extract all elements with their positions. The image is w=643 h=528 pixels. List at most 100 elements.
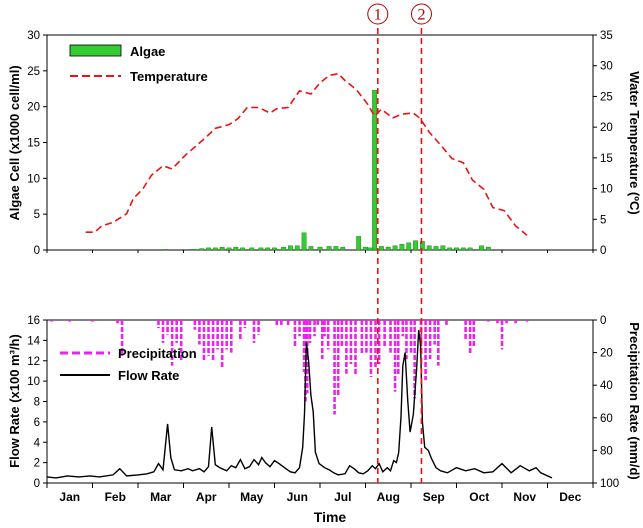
algae-bars: [162, 89, 491, 251]
month-label: Jun: [287, 490, 308, 504]
algae-bar: [272, 247, 277, 251]
top-plot-frame: [46, 34, 594, 251]
top-left-tick-label: 5: [34, 209, 40, 221]
bottom-right-tick-label: 60: [600, 413, 613, 425]
top-left-tick-label: 20: [27, 102, 40, 114]
month-label: May: [240, 490, 264, 504]
top-axes: 0 5 10 15 20 25 30 0 5 10 15 20 25 30 35: [27, 30, 613, 257]
algae-bar: [385, 246, 391, 251]
algae-bar: [392, 245, 398, 251]
algae-bar: [372, 89, 377, 251]
legend-flow-label: Flow Rate: [118, 368, 179, 383]
algae-bar: [233, 246, 239, 251]
top-right-tick-label: 35: [600, 30, 613, 42]
month-label: Aug: [377, 490, 400, 504]
event-marker-label: 2: [417, 7, 425, 24]
legend-algae-swatch: [69, 44, 122, 57]
temperature-line: [85, 72, 528, 236]
algae-bar: [240, 247, 246, 251]
top-right-tick-label: 0: [600, 245, 606, 257]
bottom-left-tick-label: 2: [34, 458, 40, 470]
bottom-plot-frame: [46, 319, 594, 484]
algae-bar: [199, 248, 205, 251]
bottom-left-tick-label: 12: [27, 356, 40, 368]
bottom-right-tick-label: 100: [600, 478, 619, 490]
top-right-tick-label: 15: [600, 153, 613, 165]
top-left-tick-label: 30: [27, 30, 40, 42]
algae-bar: [379, 246, 384, 251]
top-legend: Algae Temperature: [69, 44, 208, 84]
month-label: Jul: [334, 490, 351, 504]
algae-bar: [288, 245, 293, 251]
algae-bar: [326, 246, 332, 251]
algae-bar: [162, 249, 168, 251]
bottom-legend: Precipitation Flow Rate: [60, 346, 197, 383]
algae-bar: [301, 232, 307, 251]
top-right-tick-label: 5: [600, 214, 606, 226]
algae-bar: [454, 247, 459, 251]
algae-bar: [206, 247, 211, 251]
bottom-left-axis-label: Flow Rate (x100 m³/h): [7, 334, 22, 468]
bottom-left-tick-label: 10: [27, 376, 40, 388]
flow-rate-line: [46, 330, 553, 479]
top-right-tick-label: 10: [600, 184, 613, 196]
top-right-tick-label: 30: [600, 61, 613, 73]
algae-bar: [249, 247, 255, 251]
algae-bar: [460, 247, 466, 251]
algae-bar: [340, 246, 346, 251]
month-label: Nov: [513, 490, 536, 504]
event-marker-circle: [410, 3, 432, 25]
legend-algae-label: Algae: [130, 44, 165, 59]
algae-bar: [212, 247, 218, 251]
algae-bar: [479, 245, 484, 251]
top-left-tick-label: 10: [27, 173, 40, 185]
month-label: Mar: [150, 490, 172, 504]
bottom-left-tick-label: 0: [34, 478, 40, 490]
legend-temperature-label: Temperature: [130, 69, 208, 84]
top-left-axis-label: Algae Cell (x1000 cell/ml): [7, 65, 22, 220]
bottom-left-tick-label: 16: [27, 315, 40, 327]
bottom-right-tick-label: 0: [600, 315, 606, 327]
algae-bar: [419, 241, 425, 251]
top-right-axis-label: Water Temperature (ºC): [627, 71, 642, 214]
bottom-left-tick-label: 4: [34, 437, 41, 449]
bottom-axes: 0 2 4 6 8 10 12 14 16 0 20 40 60 80 100 Jan Feb Mar Apr May…: [27, 315, 619, 504]
algae-bar: [258, 247, 264, 251]
algae-bar: [406, 242, 412, 251]
month-label: Dec: [559, 490, 581, 504]
top-right-tick-label: 25: [600, 91, 613, 103]
month-label: Jan: [59, 490, 80, 504]
month-label: Oct: [469, 490, 489, 504]
algae-bar: [426, 245, 432, 251]
algae-bar: [226, 247, 232, 251]
bottom-right-tick-label: 80: [600, 445, 613, 457]
top-left-tick-label: 25: [27, 66, 40, 78]
algae-bar: [294, 245, 300, 251]
top-left-tick-label: 15: [27, 138, 40, 150]
event-marker-label: 1: [374, 7, 382, 24]
algae-bar: [219, 246, 225, 251]
month-label: Apr: [196, 490, 217, 504]
bottom-left-tick-label: 8: [34, 397, 40, 409]
bottom-left-tick-label: 14: [27, 335, 40, 347]
month-label: Sep: [423, 490, 445, 504]
algae-bar: [363, 246, 368, 251]
bottom-right-tick-label: 20: [600, 348, 613, 360]
x-axis-label: Time: [314, 509, 347, 525]
algae-bar: [467, 247, 473, 251]
algae-bar: [281, 246, 286, 251]
precipitation-series: [50, 320, 529, 415]
month-label: Feb: [105, 490, 126, 504]
event-marker-circle: [367, 3, 389, 25]
algae-bar: [308, 246, 314, 251]
top-right-tick-label: 20: [600, 122, 613, 134]
algae-bar: [367, 247, 373, 251]
algae-bar: [413, 240, 418, 251]
algae-bar: [399, 244, 405, 251]
algae-bar: [447, 247, 453, 251]
bottom-right-tick-label: 40: [600, 380, 613, 392]
algae-bar: [265, 247, 271, 251]
algae-bar: [356, 236, 362, 251]
algae-bar: [190, 249, 195, 251]
